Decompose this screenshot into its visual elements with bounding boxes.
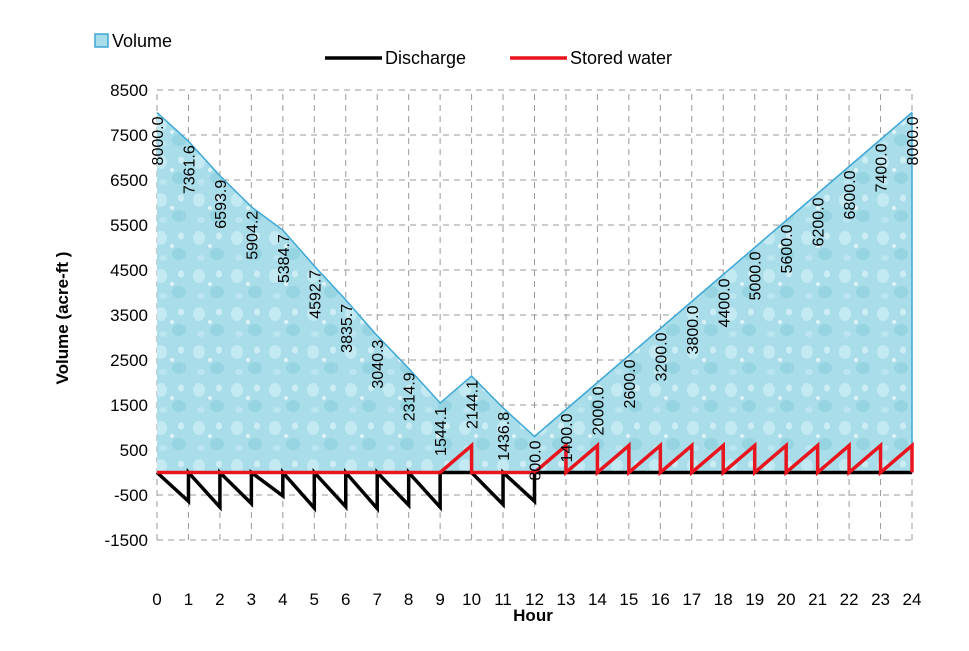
volume-data-label-13: 1400.0 <box>559 413 576 462</box>
volume-data-label-5: 4592.7 <box>307 270 324 319</box>
y-tick-label-3: 1500 <box>110 396 148 415</box>
volume-data-label-9: 1544.1 <box>433 407 450 456</box>
volume-area <box>157 112 912 473</box>
x-tick-label-15: 15 <box>619 590 638 609</box>
volume-data-label-19: 5000.0 <box>748 251 765 300</box>
y-tick-label-2: 500 <box>120 441 148 460</box>
x-tick-label-17: 17 <box>682 590 701 609</box>
x-tick-label-7: 7 <box>372 590 381 609</box>
y-tick-label-5: 3500 <box>110 306 148 325</box>
x-tick-label-5: 5 <box>310 590 319 609</box>
x-tick-label-3: 3 <box>247 590 256 609</box>
y-tick-label-7: 5500 <box>110 216 148 235</box>
x-axis-title: Hour <box>513 606 553 625</box>
volume-data-label-8: 2314.9 <box>402 372 419 421</box>
volume-data-label-3: 5904.2 <box>244 211 261 260</box>
legend-discharge-label: Discharge <box>385 48 466 68</box>
series-lines-layer <box>155 441 914 514</box>
x-tick-label-0: 0 <box>152 590 161 609</box>
volume-data-label-23: 7400.0 <box>874 143 891 192</box>
legend: Volume Discharge Stored water <box>94 31 672 68</box>
y-tick-label-4: 2500 <box>110 351 148 370</box>
x-tick-label-12: 12 <box>525 590 544 609</box>
y-tick-label-9: 7500 <box>110 126 148 145</box>
stored-water-line <box>157 441 914 477</box>
volume-data-label-22: 6800.0 <box>842 170 859 219</box>
volume-line <box>156 111 913 438</box>
volume-data-label-6: 3835.7 <box>339 304 356 353</box>
volume-data-label-18: 4400.0 <box>716 278 733 327</box>
y-axis-title: Volume (acre-ft ) <box>53 252 72 385</box>
volume-data-label-24: 8000.0 <box>905 116 922 165</box>
x-tick-label-9: 9 <box>435 590 444 609</box>
x-tick-label-16: 16 <box>651 590 670 609</box>
x-tick-label-22: 22 <box>840 590 859 609</box>
x-tick-label-11: 11 <box>494 590 512 609</box>
x-tick-label-2: 2 <box>215 590 224 609</box>
volume-data-label-4: 5384.7 <box>276 234 293 283</box>
volume-data-label-0: 8000.0 <box>150 116 167 165</box>
volume-data-label-20: 5600.0 <box>779 224 796 273</box>
volume-data-label-15: 2600.0 <box>622 359 639 408</box>
volume-data-label-16: 3200.0 <box>653 332 670 381</box>
x-tick-label-21: 21 <box>808 590 827 609</box>
y-tick-label-10: 8500 <box>110 81 148 100</box>
volume-data-label-17: 3800.0 <box>685 305 702 354</box>
tick-labels-layer: -1500-5005001500250035004500550065007500… <box>105 81 922 609</box>
y-tick-label-6: 4500 <box>110 261 148 280</box>
x-tick-label-18: 18 <box>714 590 733 609</box>
x-tick-label-6: 6 <box>341 590 350 609</box>
x-tick-label-8: 8 <box>404 590 413 609</box>
x-tick-label-10: 10 <box>462 590 481 609</box>
volume-data-label-21: 6200.0 <box>811 197 828 246</box>
y-tick-label-8: 6500 <box>110 171 148 190</box>
x-tick-label-20: 20 <box>777 590 796 609</box>
volume-data-label-2: 6593.9 <box>213 180 230 229</box>
volume-data-label-7: 3040.3 <box>370 340 387 389</box>
volume-data-label-11: 1436.8 <box>496 412 513 461</box>
volume-data-label-14: 2000.0 <box>590 386 607 435</box>
y-tick-label-0: -1500 <box>105 531 148 550</box>
x-tick-label-23: 23 <box>871 590 890 609</box>
x-tick-label-4: 4 <box>278 590 287 609</box>
legend-volume-swatch <box>94 33 109 48</box>
data-labels-layer: 8000.0 7361.6 6593.9 5904.2 5384.7 4592.7 3835… <box>150 116 922 480</box>
legend-stored-label: Stored water <box>570 48 672 68</box>
x-tick-label-19: 19 <box>745 590 764 609</box>
volume-data-label-10: 2144.1 <box>465 380 482 429</box>
volume-data-label-12: 800.0 <box>528 440 545 480</box>
x-tick-label-13: 13 <box>556 590 575 609</box>
x-tick-label-14: 14 <box>588 590 607 609</box>
y-tick-label-1: -500 <box>114 486 148 505</box>
volume-area-layer <box>156 111 913 473</box>
x-tick-label-1: 1 <box>184 590 193 609</box>
legend-volume-label: Volume <box>112 31 172 51</box>
volume-data-label-1: 7361.6 <box>181 145 198 194</box>
x-tick-label-24: 24 <box>903 590 922 609</box>
